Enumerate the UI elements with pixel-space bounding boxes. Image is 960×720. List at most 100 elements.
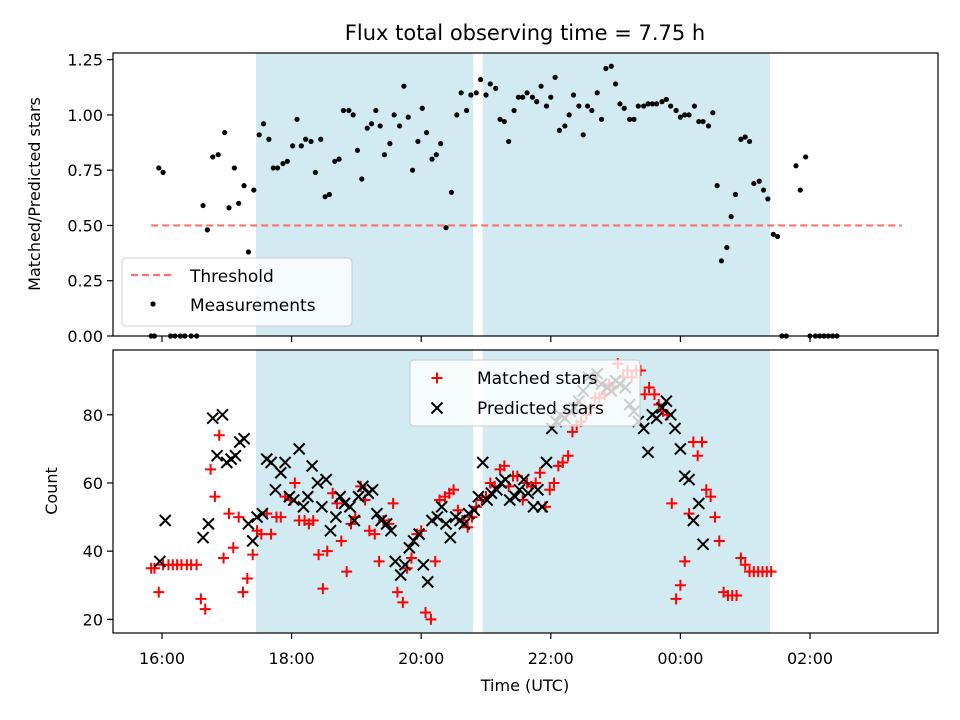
matched-star-marker (679, 555, 691, 567)
measurement-point (222, 129, 228, 136)
predicted-legend-marker (430, 401, 444, 415)
measurement-point (284, 158, 290, 164)
matched-star-marker (247, 549, 259, 561)
x-tick-label: 18:00 (269, 649, 315, 668)
y-tick-label: 1.00 (67, 106, 103, 125)
matched-star-marker (562, 450, 574, 462)
predicted-star-marker (682, 473, 696, 486)
measurement-point (511, 107, 517, 114)
predicted-star-marker (338, 497, 351, 510)
predicted-star-marker (352, 490, 365, 503)
matched-star-marker (448, 484, 460, 496)
predicted-star-marker (499, 473, 512, 486)
predicted-star-marker (210, 449, 224, 462)
measurement-point (415, 138, 421, 145)
matched-star-marker (648, 388, 660, 400)
matched-star-marker (355, 480, 367, 492)
matched-star-marker (670, 593, 682, 605)
measurement-point (381, 152, 388, 158)
predicted-star-marker (229, 449, 242, 462)
predicted-star-marker (444, 531, 457, 544)
matched-star-marker (205, 463, 217, 475)
top-legend-box (121, 257, 353, 327)
predicted-star-marker (650, 411, 663, 425)
y-tick-label: 0.00 (67, 327, 103, 346)
predicted-star-marker (660, 394, 673, 408)
predicted-star-marker (664, 408, 677, 421)
measurement-point (506, 138, 512, 145)
measurement-point (718, 258, 725, 264)
matched-star-marker (425, 613, 437, 625)
measurement-point (580, 132, 586, 138)
measurement-point (290, 143, 296, 149)
predicted-star-marker (394, 568, 407, 582)
measurement-point (210, 154, 216, 160)
matched-star-marker (195, 593, 207, 605)
measurement-point (700, 118, 706, 125)
measurement-point (483, 92, 489, 98)
predicted-star-marker (264, 456, 278, 469)
measurement-point (401, 83, 407, 89)
matched-star-marker (373, 555, 385, 567)
measurement-point (663, 96, 669, 103)
measurement-point (803, 154, 809, 160)
predicted-star-marker (319, 473, 333, 486)
measurement-point (308, 138, 314, 145)
measurement-point (493, 85, 499, 91)
matched-star-marker (223, 508, 235, 520)
measurement-point (303, 136, 309, 142)
matched-star-marker (369, 528, 381, 540)
predicted-star-marker (242, 517, 255, 531)
measurement-point (797, 187, 803, 193)
measurement-point (562, 123, 568, 129)
y-tick-label: 20 (83, 610, 103, 629)
measurement-point (270, 165, 276, 171)
predicted-star-marker (403, 541, 416, 554)
predicted-star-marker (655, 401, 669, 415)
measurement-point (566, 112, 572, 118)
matched-legend-marker (431, 372, 443, 384)
predicted-star-marker (508, 490, 522, 503)
measurement-point (756, 178, 762, 184)
measurement-point (538, 83, 544, 89)
predicted-star-marker (370, 507, 384, 520)
measurement-point (160, 169, 166, 175)
top-legend: Threshold Measurements (121, 257, 353, 327)
measurement-point (732, 191, 739, 198)
bottom-plot-frame (112, 349, 939, 634)
predicted-star-marker (269, 483, 282, 497)
measurement-point (405, 114, 411, 120)
matched-star-marker (534, 467, 546, 479)
measurement-point (654, 101, 660, 107)
predicted-star-marker (641, 446, 655, 459)
measurement-point (463, 107, 470, 114)
measurement-point (294, 116, 300, 122)
matched-star-marker (739, 559, 751, 571)
predicted-star-marker (517, 473, 531, 486)
predicted-star-marker (476, 456, 489, 469)
predicted-star-marker (237, 432, 251, 445)
measurement-point (598, 116, 605, 122)
measurement-point (260, 121, 267, 127)
measurement-point (200, 202, 206, 209)
predicted-star-marker (531, 483, 545, 497)
predicted-star-marker (480, 493, 494, 507)
measurement-point (677, 114, 684, 120)
matched-star-marker (209, 491, 221, 503)
measurement-point (738, 136, 744, 142)
measurement-point (621, 105, 627, 111)
predicted-star-marker (333, 490, 347, 503)
measurement-points (148, 63, 840, 339)
matched-star-marker (731, 589, 743, 601)
measurement-point (473, 90, 479, 96)
measurement-point (156, 165, 162, 171)
y-tick-label: 80 (83, 406, 103, 425)
predicted-star-marker (153, 555, 167, 568)
measurement-point (377, 123, 383, 129)
predicted-star-marker (343, 500, 357, 514)
matched-star-marker (199, 603, 211, 615)
measurement-point (438, 141, 444, 147)
predicted-star-marker (380, 517, 393, 531)
matched-star-marker (709, 511, 721, 523)
